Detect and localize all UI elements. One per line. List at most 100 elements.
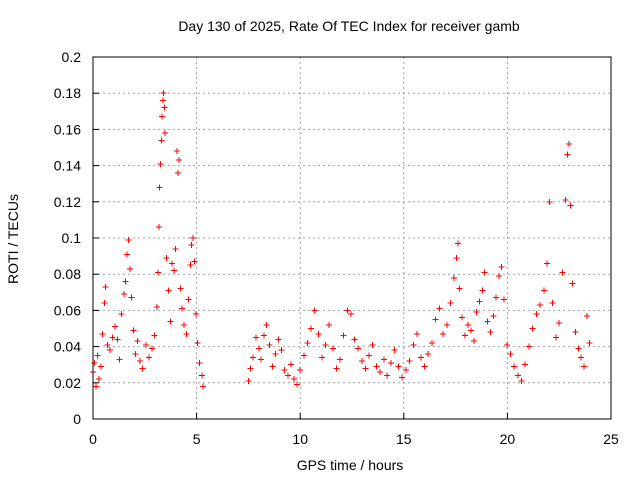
data-point (569, 280, 576, 287)
data-point (106, 347, 113, 354)
data-point (187, 262, 194, 269)
data-point (104, 341, 111, 348)
data-point (340, 332, 347, 339)
data-point (177, 285, 184, 292)
data-point (465, 321, 472, 328)
data-point (126, 265, 133, 272)
data-point (245, 377, 252, 384)
data-point (159, 113, 166, 120)
data-point (145, 354, 152, 361)
data-point (417, 354, 424, 361)
data-point (537, 301, 544, 308)
y-tick-label: 0.02 (54, 375, 81, 391)
data-point (290, 376, 297, 383)
data-point (196, 359, 203, 366)
data-point (109, 334, 116, 341)
data-point (188, 242, 195, 249)
data-point (101, 300, 108, 307)
grid-layer (93, 57, 611, 419)
data-point (575, 345, 582, 352)
data-point (556, 320, 563, 327)
data-point (139, 365, 146, 372)
data-point (275, 336, 282, 343)
y-tick-label: 0.16 (54, 121, 81, 137)
data-point (362, 365, 369, 372)
data-point (395, 363, 402, 370)
data-point (247, 365, 254, 372)
data-point (518, 377, 525, 384)
data-point (198, 372, 205, 379)
data-point (476, 298, 483, 305)
y-axis-label: ROTI / TECUs (5, 194, 21, 284)
data-point (94, 352, 101, 359)
data-point (336, 356, 343, 363)
data-point (567, 202, 574, 209)
data-point (586, 339, 593, 346)
data-point (578, 354, 585, 361)
data-point (421, 363, 428, 370)
data-point (118, 311, 125, 318)
data-point (307, 325, 314, 332)
data-point (436, 305, 443, 312)
data-point (156, 184, 163, 191)
y-tick-label: 0.06 (54, 302, 81, 318)
data-point (294, 381, 301, 388)
data-point (160, 90, 167, 97)
data-point (564, 151, 571, 158)
data-point (326, 321, 333, 328)
data-point (581, 363, 588, 370)
data-point (440, 330, 447, 337)
y-tick-label: 0 (73, 411, 81, 427)
data-point (443, 321, 450, 328)
data-point (552, 334, 559, 341)
data-point (447, 300, 454, 307)
x-tick-label: 10 (292, 431, 308, 447)
data-point (193, 311, 200, 318)
data-point (173, 148, 180, 155)
data-point (249, 354, 256, 361)
data-point (498, 263, 505, 270)
data-point (179, 305, 186, 312)
data-point (155, 269, 162, 276)
data-point (260, 332, 267, 339)
y-tick-label: 0.18 (54, 85, 81, 101)
data-point (297, 367, 304, 374)
data-point (355, 345, 362, 352)
data-point (142, 341, 149, 348)
data-point (200, 383, 207, 390)
data-point (562, 196, 569, 203)
data-point (125, 236, 132, 243)
data-point (399, 374, 406, 381)
data-point (511, 363, 518, 370)
data-point (315, 330, 322, 337)
data-point (269, 363, 276, 370)
data-point (96, 376, 103, 383)
data-point (347, 311, 354, 318)
data-point (329, 345, 336, 352)
data-point (406, 358, 413, 365)
data-point (490, 312, 497, 319)
data-point (284, 372, 291, 379)
data-point (278, 347, 285, 354)
data-point (333, 365, 340, 372)
data-point (181, 321, 188, 328)
data-point (322, 341, 329, 348)
data-point (116, 356, 123, 363)
data-point (453, 254, 460, 261)
data-point (122, 278, 129, 285)
data-point (258, 356, 265, 363)
data-point (493, 294, 500, 301)
data-point (191, 258, 198, 265)
data-point (572, 329, 579, 336)
data-point (373, 363, 380, 370)
y-tick-label: 0.2 (62, 49, 82, 65)
data-point (263, 321, 270, 328)
data-point (132, 350, 139, 357)
data-point (252, 334, 259, 341)
data-point (169, 260, 176, 267)
data-point (266, 341, 273, 348)
x-tick-label: 5 (193, 431, 201, 447)
data-point (358, 358, 365, 365)
data-point (380, 356, 387, 363)
